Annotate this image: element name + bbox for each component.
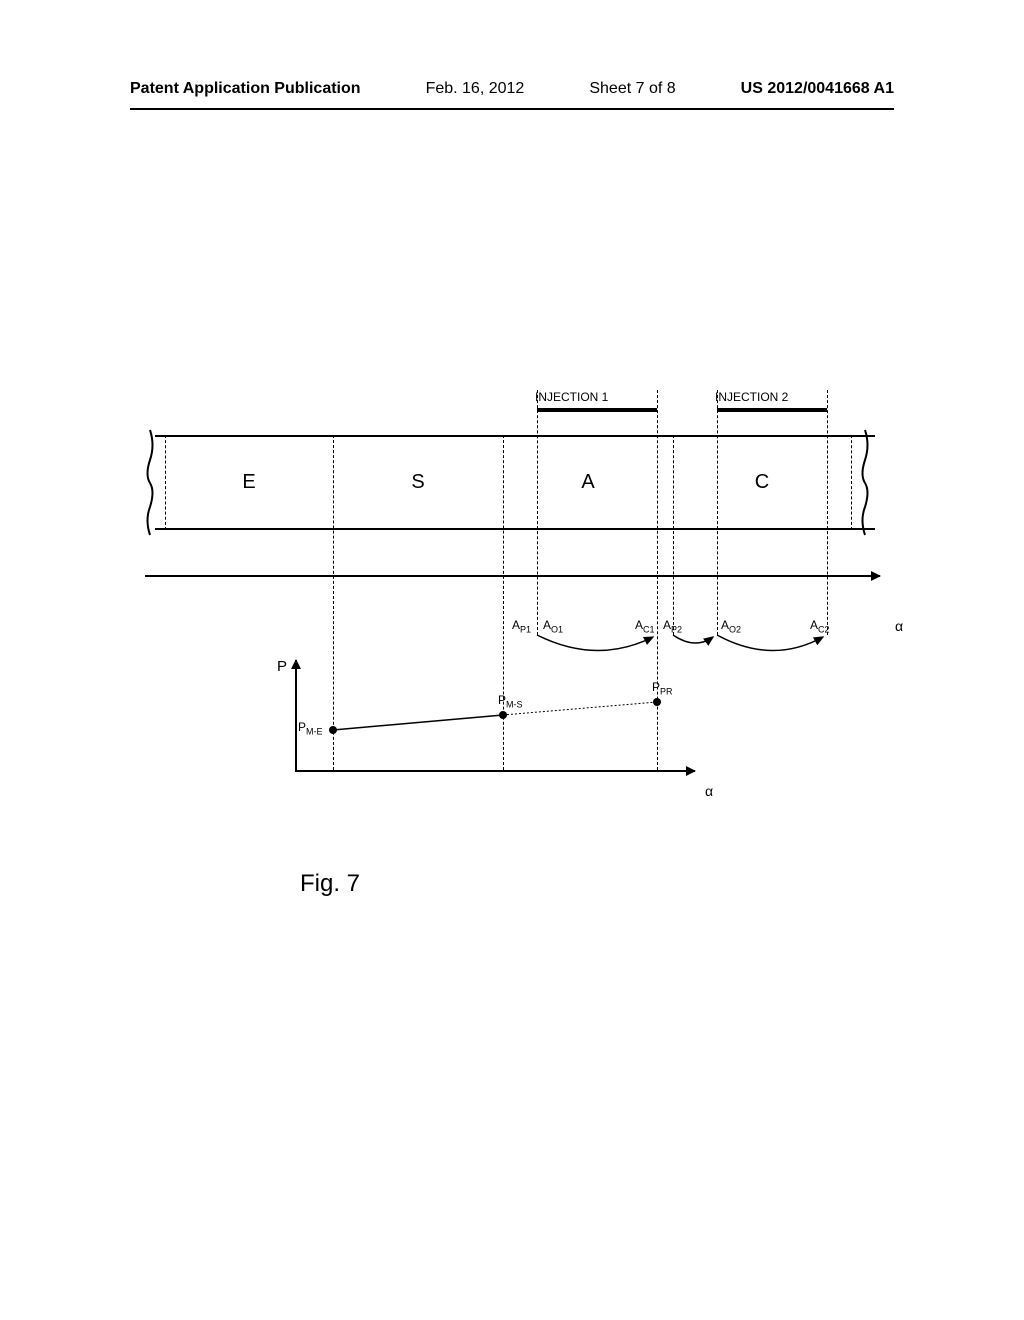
point-m-s: [499, 711, 507, 719]
p-curve: [145, 400, 885, 820]
point-m-e: [329, 726, 337, 734]
sheet-number: Sheet 7 of 8: [589, 80, 675, 98]
point-label-pr: PPR: [652, 680, 673, 696]
publication-number: US 2012/0041668 A1: [741, 80, 894, 98]
publication-date: Feb. 16, 2012: [426, 80, 525, 98]
point-label-m-e: PM-E: [298, 720, 323, 736]
header-divider: [130, 108, 894, 110]
alpha-label-upper: α: [895, 618, 903, 634]
figure-7: INJECTION 1 INJECTION 2 E S A C α AP1AO1…: [145, 400, 885, 820]
point-pr: [653, 698, 661, 706]
point-label-m-s: PM-S: [498, 693, 523, 709]
figure-caption: Fig. 7: [300, 870, 360, 898]
publication-label: Patent Application Publication: [130, 80, 361, 98]
